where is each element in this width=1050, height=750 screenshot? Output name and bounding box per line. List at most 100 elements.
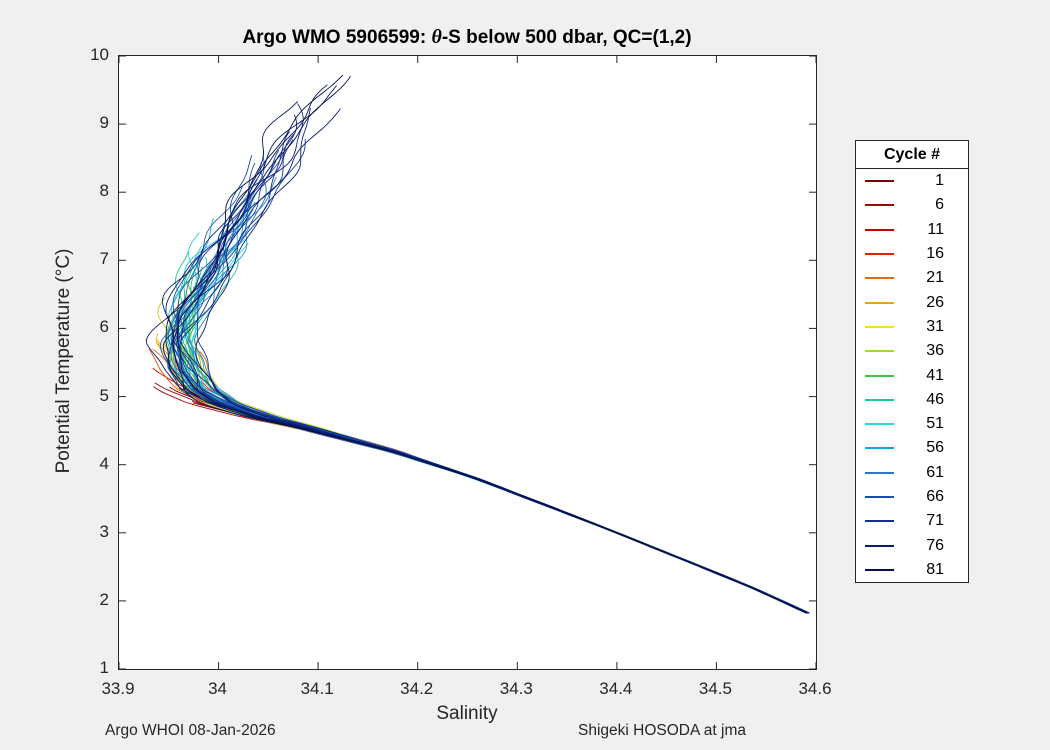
cycle-curve (185, 279, 810, 614)
cycle-curve (160, 149, 808, 614)
legend-title: Cycle # (856, 141, 968, 169)
y-tick-label: 5 (99, 385, 109, 405)
cycle-curve (177, 76, 808, 614)
legend-line-swatch (865, 325, 894, 328)
cycle-curve (200, 380, 810, 614)
legend-entry-label: 66 (926, 488, 944, 505)
legend-line-swatch (865, 496, 894, 498)
legend-entry: 46 (856, 388, 968, 412)
cycle-curve (176, 208, 808, 614)
x-tick-label: 34.1 (300, 679, 334, 698)
legend-line-swatch (865, 204, 894, 207)
cycle-curve (175, 131, 808, 614)
legend-line-swatch (865, 568, 894, 571)
cycle-curve (185, 286, 808, 614)
legend-line-swatch (865, 544, 894, 547)
cycle-curve (157, 339, 808, 614)
cycle-curve (156, 342, 809, 614)
cycle-curve (145, 100, 808, 614)
legend-entry-label: 81 (926, 560, 944, 578)
legend-line-swatch (865, 447, 894, 450)
cycle-curve (157, 296, 810, 614)
y-tick-label: 10 (90, 45, 109, 64)
legend-entry: 76 (856, 533, 968, 557)
y-tick-label: 4 (99, 453, 109, 473)
cycle-curve (171, 253, 809, 614)
y-tick-label: 8 (99, 181, 109, 201)
legend-entry-label: 61 (926, 463, 944, 481)
y-tick-label: 6 (99, 317, 109, 337)
legend: Cycle # 1 6 11 16 21 26 31 36 41 46 51 56 61 66 71 76 81 (855, 140, 969, 584)
legend-entry: 1 (856, 169, 968, 193)
legend-entry-label: 36 (926, 342, 944, 360)
theta-s-curves-canvas (119, 56, 816, 669)
plot-title-suffix: -S below 500 dbar, QC=(1,2) (441, 27, 692, 48)
cycle-curve (178, 266, 810, 614)
legend-entry: 21 (856, 266, 968, 290)
cycle-curve (153, 386, 808, 614)
legend-line-swatch (865, 277, 894, 280)
legend-entry-label: 71 (926, 512, 944, 530)
cycle-curve (180, 204, 809, 614)
cycle-curve (173, 324, 810, 614)
legend-entry-label: 31 (926, 317, 944, 335)
legend-line-swatch (865, 423, 894, 426)
legend-entry: 51 (856, 412, 968, 436)
x-tick-label: 34.2 (400, 679, 434, 698)
cycle-curve (188, 303, 807, 614)
footer-credit-left: Argo WHOI 08-Jan-2026 (105, 722, 276, 739)
legend-entry: 26 (856, 290, 968, 314)
legend-entry: 16 (856, 242, 968, 266)
legend-entry-label: 76 (926, 536, 944, 554)
legend-entry-label: 21 (926, 269, 944, 287)
cycle-curve (189, 242, 807, 614)
plot-title-prefix: Argo WMO 5906599: (242, 27, 432, 48)
cycle-curve (165, 74, 807, 614)
legend-entry-label: 11 (927, 220, 944, 238)
legend-line-swatch (865, 520, 894, 523)
cycle-curve (186, 218, 810, 614)
cycle-curve (187, 247, 808, 614)
legend-entry-label: 41 (926, 366, 944, 384)
legend-entry-label: 51 (926, 415, 944, 433)
legend-rows: 1 6 11 16 21 26 31 36 41 46 51 56 61 66 71 76 81 (856, 169, 968, 582)
cycle-curve (192, 366, 808, 614)
cycle-curve (180, 107, 808, 614)
cycle-curve (170, 194, 808, 614)
legend-entry: 66 (856, 485, 968, 509)
cycle-curve (175, 294, 808, 614)
cycle-curve (152, 367, 808, 614)
legend-entry: 71 (856, 509, 968, 533)
cycle-curve (177, 139, 810, 614)
legend-entry-label: 26 (926, 293, 944, 311)
cycle-curve (177, 162, 809, 614)
cycle-curve (167, 312, 810, 614)
cycle-curve (176, 288, 808, 614)
legend-entry-label: 6 (935, 196, 944, 214)
cycle-curve (168, 155, 807, 614)
cycle-curve (177, 190, 808, 614)
legend-entry-label: 46 (926, 390, 944, 408)
legend-entry-label: 1 (935, 172, 944, 190)
y-tick-label: 7 (99, 249, 109, 269)
cycle-curve (171, 151, 809, 614)
legend-entry: 56 (856, 436, 968, 460)
cycle-curve (209, 399, 808, 614)
x-tick-label: 34.3 (499, 679, 533, 698)
y-tick-label: 2 (99, 589, 109, 609)
cycle-curve (179, 304, 807, 614)
cycle-curve (175, 251, 810, 614)
cycle-curve (176, 256, 809, 614)
x-axis-label: Salinity (436, 703, 498, 724)
cycle-curve (180, 286, 808, 614)
x-tick-label: 33.9 (101, 679, 135, 698)
cycle-curve (162, 85, 808, 614)
legend-entry-label: 56 (926, 439, 944, 457)
cycle-curve (191, 400, 807, 614)
legend-entry: 31 (856, 315, 968, 339)
cycle-curve (179, 133, 808, 614)
legend-line-swatch (865, 228, 894, 231)
cycle-curve (172, 315, 809, 614)
cycle-curve (169, 316, 808, 614)
